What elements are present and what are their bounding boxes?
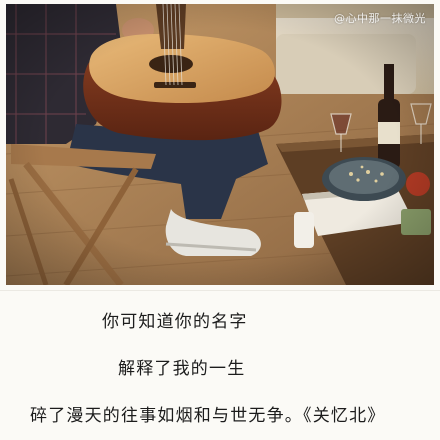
poem-line: 你可知道你的名字 [102,312,248,332]
guitar-photo: @心中那一抹微光 [6,4,434,285]
guitar-photo-illustration [6,4,434,285]
poem-line: 碎了漫天的往事如烟和与世无争。《关忆北》 [30,406,386,426]
divider [0,290,440,291]
poem-line: 解释了我的一生 [118,359,246,379]
photo-watermark: @心中那一抹微光 [334,12,426,25]
